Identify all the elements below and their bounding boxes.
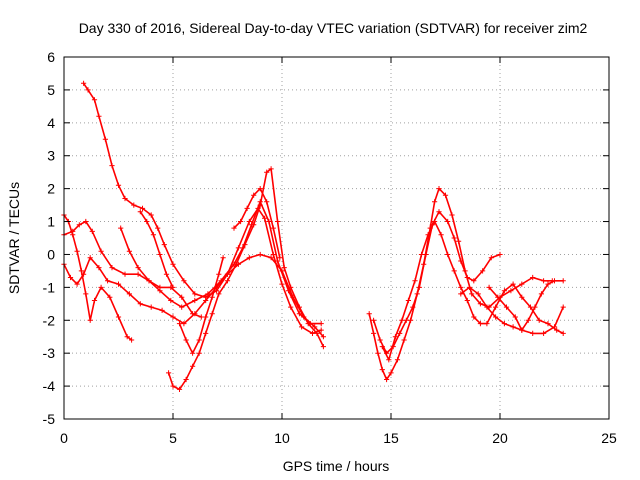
y-tick-label: 2 xyxy=(47,181,55,197)
plus-markers xyxy=(379,218,566,363)
plus-markers xyxy=(458,284,566,336)
y-tick-label: 5 xyxy=(47,82,55,98)
series-trace xyxy=(139,210,174,289)
series-arc-3 xyxy=(61,199,324,327)
data-series xyxy=(61,80,566,392)
y-tick-label: 3 xyxy=(47,148,55,164)
x-tick-label: 25 xyxy=(601,430,617,446)
series-arc-12 xyxy=(379,218,566,363)
series-arc-14 xyxy=(486,278,566,333)
y-tick-label: 6 xyxy=(47,49,55,65)
y-tick-label: -3 xyxy=(43,345,56,361)
y-tick-label: -2 xyxy=(43,312,56,328)
x-tick-label: 10 xyxy=(274,430,290,446)
series-arc-13 xyxy=(458,284,566,336)
grid-lines xyxy=(64,57,609,419)
y-tick-label: 1 xyxy=(47,214,55,230)
series-trace xyxy=(63,201,322,325)
series-arc-7 xyxy=(166,166,326,392)
series-trace xyxy=(381,220,564,361)
y-tick-label: -1 xyxy=(43,279,56,295)
chart-title: Day 330 of 2016, Sidereal Day-to-day VTE… xyxy=(79,20,588,36)
plus-markers xyxy=(486,278,566,333)
plus-markers xyxy=(176,255,226,356)
series-trace xyxy=(368,187,554,381)
series-trace xyxy=(233,187,281,259)
x-tick-label: 0 xyxy=(60,430,68,446)
y-axis-label: SDTVAR / TECUs xyxy=(6,182,22,294)
y-tick-label: -4 xyxy=(43,378,56,394)
y-tick-label: 4 xyxy=(47,115,55,131)
plus-markers xyxy=(81,80,324,336)
axis-ticks: 0 5 10 15 20 25 -5 -4 -3 -2 -1 0 1 2 3 4 5 6 xyxy=(43,49,617,446)
series-trace xyxy=(372,210,501,354)
series-arc-6 xyxy=(137,209,176,290)
plus-markers xyxy=(231,186,283,261)
plus-markers xyxy=(137,209,176,290)
x-axis-label: GPS time / hours xyxy=(283,458,390,474)
plus-markers xyxy=(118,225,204,320)
series-trace xyxy=(460,286,564,335)
x-tick-label: 5 xyxy=(169,430,177,446)
plus-markers xyxy=(61,199,324,327)
series-arc-8 xyxy=(176,255,226,356)
x-tick-label: 15 xyxy=(383,430,399,446)
series-arc-9 xyxy=(231,186,283,261)
y-tick-label: 0 xyxy=(47,246,55,262)
series-trace xyxy=(63,214,133,341)
x-tick-label: 20 xyxy=(492,430,508,446)
series-arc-5 xyxy=(118,225,204,320)
y-tick-label: -5 xyxy=(43,411,56,427)
series-trace xyxy=(167,168,325,391)
plot-frame xyxy=(63,56,610,420)
series-trace xyxy=(178,256,224,354)
plus-markers xyxy=(166,166,326,392)
plus-markers xyxy=(371,209,503,356)
series-arc-1 xyxy=(81,80,324,336)
